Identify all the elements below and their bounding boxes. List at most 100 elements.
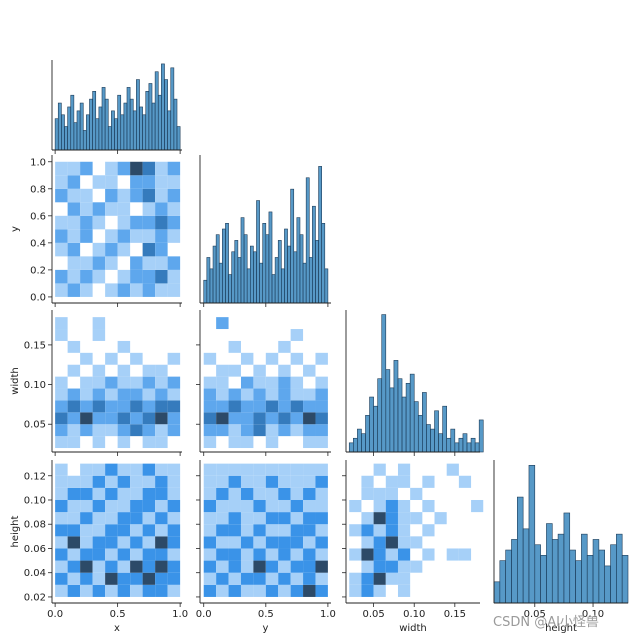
hist2d-cell: [155, 256, 168, 270]
hist2d-cell: [290, 536, 304, 549]
hist2d-cell: [265, 352, 279, 365]
hist2d-cell: [303, 584, 316, 597]
histogram-bar: [296, 217, 301, 304]
hist2d-cell: [117, 499, 131, 513]
histogram-bar: [604, 565, 611, 604]
hist2d-cell: [228, 400, 241, 413]
hist2d-cell: [290, 487, 304, 500]
hist2d-cell: [142, 572, 156, 585]
hist2d-cell: [80, 572, 93, 585]
hist2d-cell: [216, 536, 229, 549]
hist2d-cell: [458, 475, 472, 488]
y-tick-label: 0.6: [30, 211, 46, 222]
hist2d-cell: [130, 524, 143, 537]
histogram-bar: [393, 360, 399, 453]
hist2d-cell: [167, 548, 181, 561]
hist2d-cell: [55, 376, 68, 389]
histogram-bar: [206, 257, 211, 304]
hist2d-cell: [265, 512, 279, 525]
hist2d-cell: [240, 412, 254, 425]
hist2d-cell: [228, 424, 241, 437]
hist2d-cell: [117, 524, 131, 537]
histogram-bar: [268, 211, 273, 304]
hist2d-cell: [361, 548, 374, 561]
hist2d-cell: [142, 400, 156, 413]
hist2d-cell: [349, 584, 362, 597]
histogram-bar: [522, 528, 530, 604]
hist2d-cell: [278, 524, 291, 537]
histogram-bar: [237, 257, 242, 304]
hist2d-cell: [265, 584, 279, 597]
hist2d-cell: [397, 536, 411, 549]
hist2d-cell: [92, 400, 106, 413]
y-tick-label: 0.04: [24, 568, 46, 579]
x-tick-label: 0.5: [258, 609, 274, 620]
hist2d-cell: [55, 487, 68, 500]
hist2d-cell: [92, 269, 106, 284]
hist2d-cell: [290, 376, 304, 389]
hist2d-cell: [130, 352, 143, 365]
hist2d-cell: [105, 524, 118, 537]
hist2d-cell: [105, 536, 118, 549]
x-axis-label: width: [399, 623, 427, 634]
hist2d-cell: [278, 400, 291, 413]
hist2d-cell: [228, 340, 241, 353]
histogram-bar: [499, 560, 506, 604]
hist2d-cell: [203, 376, 217, 389]
hist2d-cell: [155, 487, 168, 500]
hist2d-cell: [228, 463, 241, 476]
hist2d-cell: [80, 463, 93, 476]
hist2d-cell: [253, 512, 266, 525]
hist2d-cell: [105, 584, 118, 597]
hist2d-cell: [130, 269, 143, 284]
hist2d-cell: [240, 536, 254, 549]
histogram-bar: [385, 369, 391, 453]
histogram-bar: [64, 126, 68, 151]
hist2d-cell: [361, 475, 374, 488]
hist2d-cell: [265, 388, 279, 401]
histogram-bar: [95, 118, 100, 151]
histogram-bar: [61, 114, 65, 151]
hist2d-cell: [80, 256, 93, 270]
hist2d-cell: [155, 400, 168, 413]
hist2d-cell: [142, 463, 156, 476]
hist2d-cell: [142, 548, 156, 561]
hist2d-cell: [361, 572, 374, 585]
hist2d-cell: [67, 242, 81, 257]
hist2d-cell: [155, 572, 168, 585]
hist2d-cell: [130, 536, 143, 549]
hist2d-cell: [117, 229, 131, 243]
hist2d-cell: [117, 560, 131, 573]
hist2d-cell: [253, 499, 266, 513]
hist2d-cell: [278, 412, 291, 425]
hist2d-cell: [303, 499, 316, 513]
hist2d-cell: [385, 572, 398, 585]
hist2d-cell: [290, 352, 304, 365]
hist2d-cell: [216, 475, 229, 488]
hist2d-cell: [155, 376, 168, 389]
hist2d-cell: [265, 424, 279, 437]
histogram-bar: [621, 555, 629, 604]
hist2d-cell: [105, 283, 118, 297]
hist2d-cell: [228, 524, 241, 537]
hist2d-cell: [142, 202, 156, 216]
histogram-bar: [228, 274, 232, 304]
hist2d-cell: [434, 512, 447, 525]
hist2d-cell: [253, 475, 266, 488]
histogram-bar: [511, 539, 518, 604]
hist2d-cell: [105, 572, 118, 585]
histogram-bar: [271, 274, 276, 304]
hist2d-cell: [92, 524, 106, 537]
hist2d-cell: [240, 487, 254, 500]
x-tick-label: 0.0: [47, 609, 63, 620]
hist2d-cell: [80, 400, 93, 413]
hist2d-cell: [142, 424, 156, 437]
hist2d-cell: [92, 560, 106, 573]
hist2d-cell: [80, 283, 93, 297]
histogram-bar: [231, 251, 236, 304]
hist2d-cell: [253, 463, 266, 476]
hist2d-cell: [142, 560, 156, 573]
hist2d-cell: [105, 499, 118, 513]
histogram-bar: [234, 240, 239, 304]
hist2d-cell: [142, 376, 156, 389]
